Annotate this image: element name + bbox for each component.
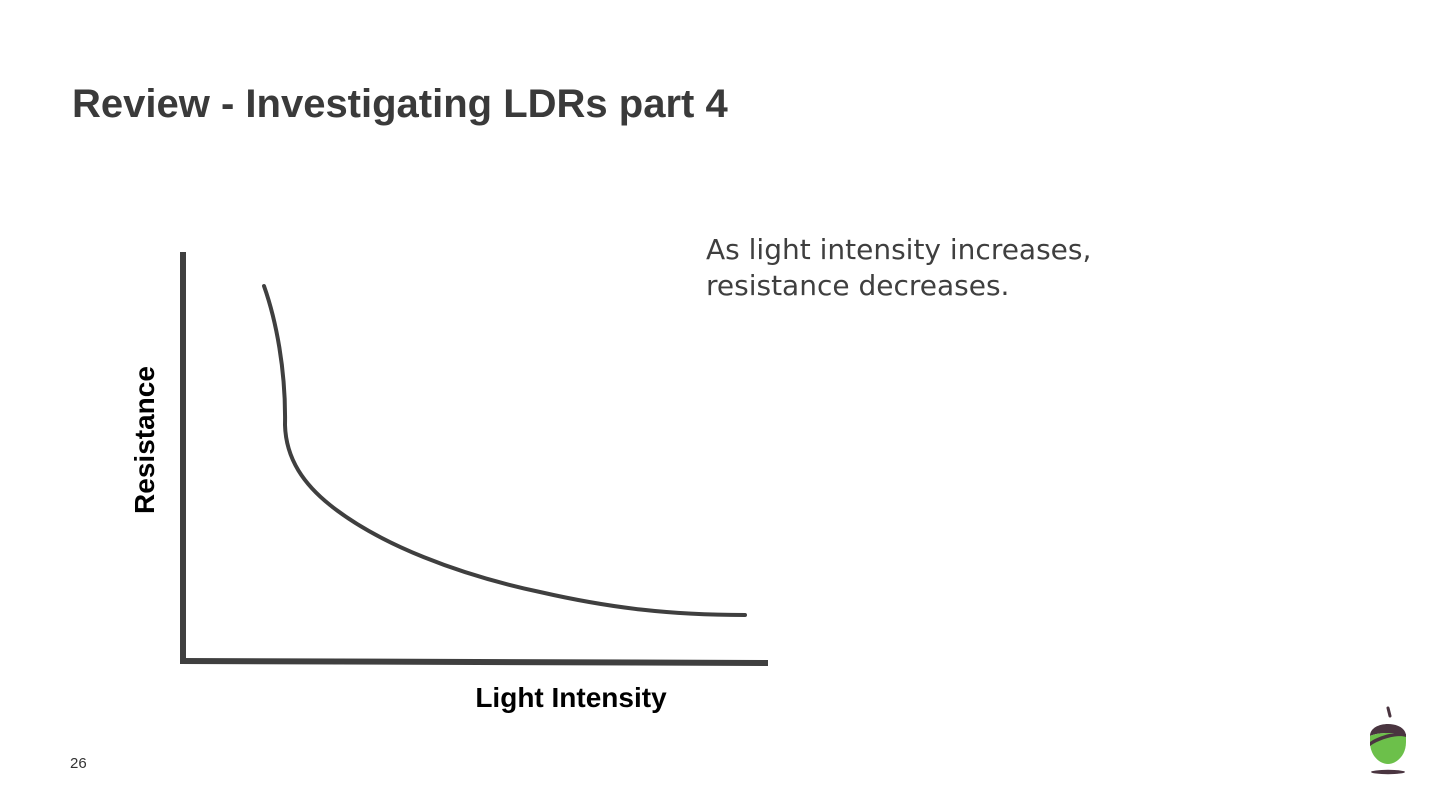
x-axis: [179, 658, 769, 666]
x-axis-label: Light Intensity: [475, 682, 667, 713]
y-axis-label: Resistance: [129, 366, 160, 514]
page-number: 26: [70, 755, 87, 772]
statement-line-2: resistance decreases.: [706, 269, 1010, 302]
acorn-icon: [1370, 706, 1406, 775]
graph-statement: As light intensity increases, resistance…: [706, 232, 1226, 304]
ldr-curve: [262, 284, 747, 617]
statement-line-1: As light intensity increases,: [706, 233, 1092, 266]
slide-title: Review - Investigating LDRs part 4: [72, 82, 728, 126]
